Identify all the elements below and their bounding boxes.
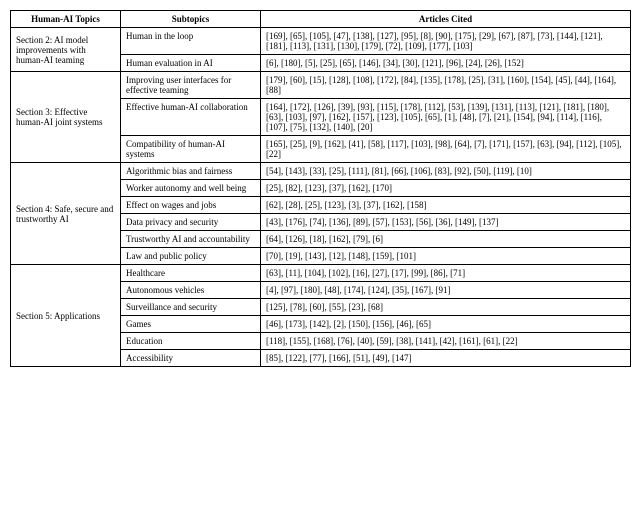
citations-cell: [85], [122], [77], [166], [51], [49], [1… (261, 350, 631, 367)
topic-cell: Section 4: Safe, secure and trustworthy … (11, 163, 121, 265)
subtopic-cell: Effect on wages and jobs (121, 197, 261, 214)
topic-cell: Section 2: AI model improvements with hu… (11, 28, 121, 72)
subtopic-cell: Healthcare (121, 265, 261, 282)
topic-cell: Section 5: Applications (11, 265, 121, 367)
header-topics: Human-AI Topics (11, 11, 121, 28)
citations-cell: [165], [25], [9], [162], [41], [58], [11… (261, 136, 631, 163)
subtopic-cell: Trustworthy AI and accountability (121, 231, 261, 248)
citations-cell: [46], [173], [142], [2], [150], [156], [… (261, 316, 631, 333)
header-subtopics: Subtopics (121, 11, 261, 28)
subtopic-cell: Improving user interfaces for effective … (121, 72, 261, 99)
citations-cell: [169], [65], [105], [47], [138], [127], … (261, 28, 631, 55)
subtopic-cell: Worker autonomy and well being (121, 180, 261, 197)
citations-cell: [70], [19], [143], [12], [148], [159], [… (261, 248, 631, 265)
topic-cell: Section 3: Effective human-AI joint syst… (11, 72, 121, 163)
citations-cell: [62], [28], [25], [123], [3], [37], [162… (261, 197, 631, 214)
table-row: Section 4: Safe, secure and trustworthy … (11, 163, 631, 180)
citations-cell: [25], [82], [123], [37], [162], [170] (261, 180, 631, 197)
citations-cell: [179], [60], [15], [128], [108], [172], … (261, 72, 631, 99)
citations-cell: [6], [180], [5], [25], [65], [146], [34]… (261, 55, 631, 72)
subtopic-cell: Algorithmic bias and fairness (121, 163, 261, 180)
subtopic-cell: Human evaluation in AI (121, 55, 261, 72)
subtopic-cell: Effective human-AI collaboration (121, 99, 261, 136)
citations-cell: [54], [143], [33], [25], [111], [81], [6… (261, 163, 631, 180)
citations-cell: [64], [126], [18], [162], [79], [6] (261, 231, 631, 248)
citations-cell: [118], [155], [168], [76], [40], [59], [… (261, 333, 631, 350)
subtopic-cell: Accessibility (121, 350, 261, 367)
subtopic-cell: Surveillance and security (121, 299, 261, 316)
subtopic-cell: Education (121, 333, 261, 350)
citations-cell: [4], [97], [180], [48], [174], [124], [3… (261, 282, 631, 299)
subtopic-cell: Games (121, 316, 261, 333)
subtopic-cell: Law and public policy (121, 248, 261, 265)
citations-cell: [43], [176], [74], [136], [89], [57], [1… (261, 214, 631, 231)
table-row: Section 2: AI model improvements with hu… (11, 28, 631, 55)
subtopic-cell: Data privacy and security (121, 214, 261, 231)
header-articles: Articles Cited (261, 11, 631, 28)
table-row: Section 5: ApplicationsHealthcare[63], [… (11, 265, 631, 282)
table-row: Section 3: Effective human-AI joint syst… (11, 72, 631, 99)
subtopic-cell: Autonomous vehicles (121, 282, 261, 299)
subtopic-cell: Human in the loop (121, 28, 261, 55)
citations-cell: [63], [11], [104], [102], [16], [27], [1… (261, 265, 631, 282)
citations-cell: [125], [78], [60], [55], [23], [68] (261, 299, 631, 316)
citations-cell: [164], [172], [126], [39], [93], [115], … (261, 99, 631, 136)
subtopic-cell: Compatibility of human-AI systems (121, 136, 261, 163)
citation-table: Human-AI Topics Subtopics Articles Cited… (10, 10, 631, 367)
header-row: Human-AI Topics Subtopics Articles Cited (11, 11, 631, 28)
